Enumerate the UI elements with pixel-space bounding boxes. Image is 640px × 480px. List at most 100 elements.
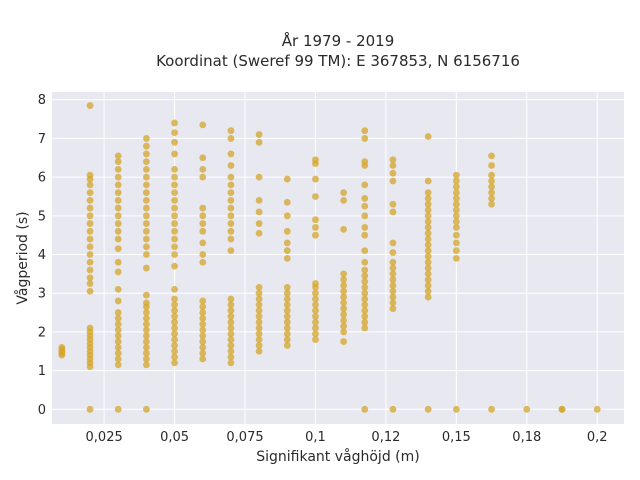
data-point [227,318,235,326]
data-point [424,206,432,214]
data-point [227,173,235,181]
data-point [283,239,291,247]
data-point [199,343,207,351]
chart-title-line2: Koordinat (Sweref 99 TM): E 367853, N 61… [156,52,520,70]
data-point [114,338,122,345]
data-point [142,355,150,363]
data-point [114,297,122,305]
data-point [171,251,178,258]
data-point [171,138,178,146]
data-point [86,204,94,212]
data-point [114,355,122,363]
data-point [171,119,178,127]
x-tick-label: 0,1 [305,430,326,445]
y-tick-label: 3 [38,287,46,302]
data-point [255,336,263,344]
data-point [227,127,235,135]
y-tick-label: 2 [38,325,46,340]
data-point [255,289,263,297]
data-point [424,287,432,295]
data-point [199,239,207,247]
data-point [114,158,122,166]
data-point [227,196,235,204]
data-point [86,274,94,282]
data-point [114,204,122,212]
data-point [114,220,122,227]
data-point [488,171,495,179]
data-point [361,324,369,332]
data-point [424,177,432,185]
data-point [312,216,319,224]
data-point [255,138,263,146]
data-point [142,361,150,369]
data-point [312,330,319,338]
data-point [199,220,207,227]
data-point [424,200,432,208]
x-tick-label: 0,15 [442,430,471,445]
data-point [171,129,178,137]
data-point [424,405,432,413]
data-point [171,353,178,361]
data-point [312,336,319,344]
data-point [340,287,348,295]
data-point [389,177,397,185]
data-point [114,245,122,253]
data-point [86,212,94,220]
data-point [227,359,235,367]
data-point [171,204,178,212]
data-point [312,156,319,164]
data-point [452,405,460,413]
data-point [361,212,369,220]
data-point [199,338,207,345]
data-point [142,338,150,345]
data-point [171,330,178,338]
data-point [114,326,122,334]
x-axis-label: Signifikant våghöjd (m) [256,448,419,465]
data-point [86,235,94,243]
data-point [361,272,369,280]
data-point [452,189,460,197]
data-point [86,266,94,274]
data-point [199,303,207,311]
data-point [361,135,369,142]
data-point [389,169,397,177]
data-point [142,235,150,243]
data-point [283,342,291,349]
data-point [283,330,291,338]
data-point [488,200,495,208]
data-point [255,301,263,309]
data-point [171,196,178,204]
data-point [199,154,207,162]
data-point [361,313,369,320]
y-tick-label: 0 [38,403,46,418]
data-point [340,305,348,313]
data-point [424,293,432,301]
data-point [312,313,319,320]
data-point [424,195,432,202]
data-point [227,189,235,197]
data-point [171,165,178,173]
data-point [488,177,495,185]
data-point [424,235,432,243]
data-point [424,189,432,197]
data-point [389,239,397,247]
data-point [361,231,369,239]
data-point [142,243,150,251]
data-point [142,332,150,340]
data-point [283,301,291,309]
data-point [142,349,150,357]
data-point [452,171,460,179]
data-point [114,314,122,322]
data-point [142,142,150,150]
data-point [452,239,460,247]
data-point [389,270,397,278]
x-tick-label: 0,05 [160,430,189,445]
data-point [142,343,150,351]
data-point [340,276,348,284]
data-point [142,309,150,316]
data-point [86,243,94,251]
data-point [86,251,94,258]
data-point [255,307,263,315]
data-point [114,349,122,357]
